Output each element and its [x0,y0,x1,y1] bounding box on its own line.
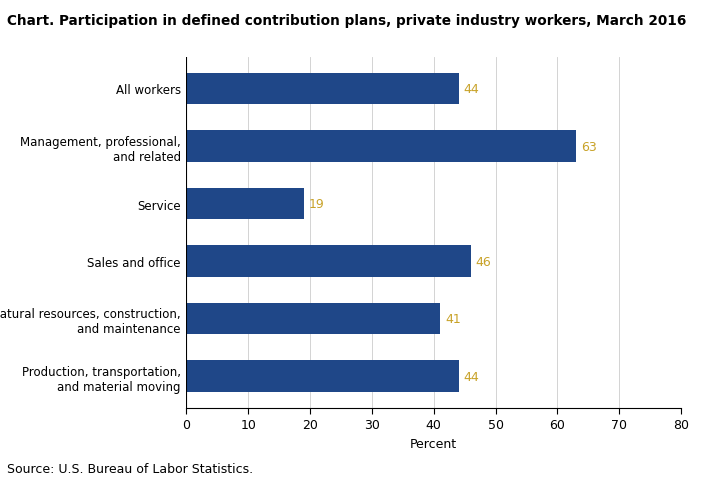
Bar [186,303,440,335]
Text: 46: 46 [476,255,492,268]
Bar [186,131,576,163]
Bar [186,73,459,105]
Text: 44: 44 [463,83,479,96]
Bar [186,246,471,277]
Bar [186,360,459,392]
Text: 41: 41 [445,312,460,325]
Text: 44: 44 [463,370,479,383]
Text: Source: U.S. Bureau of Labor Statistics.: Source: U.S. Bureau of Labor Statistics. [7,462,253,475]
Text: 19: 19 [309,198,325,211]
Text: 63: 63 [581,140,597,153]
Bar [186,188,304,220]
X-axis label: Percent: Percent [410,437,457,450]
Text: Chart. Participation in defined contribution plans, private industry workers, Ma: Chart. Participation in defined contribu… [7,14,687,28]
